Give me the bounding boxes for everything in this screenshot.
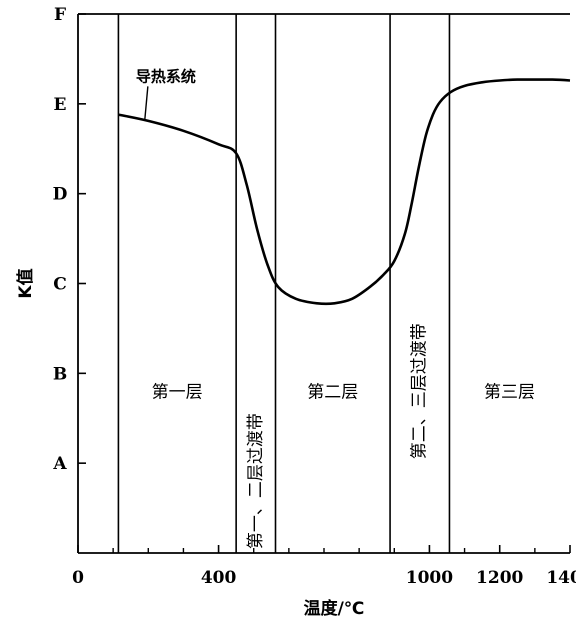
region-label: 第一、二层过渡带 — [246, 413, 266, 549]
annotations: 导热系统 — [136, 67, 196, 121]
region-label: 第三层 — [484, 382, 535, 402]
y-tick-label: D — [53, 185, 68, 205]
axis-ticks: 0 400 1000 1200 1400 A B C D E F — [52, 5, 576, 588]
x-tick-label: 1200 — [476, 568, 523, 588]
plot-frame — [77, 13, 570, 554]
x-tick-label: 400 — [201, 568, 237, 588]
layer-boundaries — [117, 14, 451, 553]
x-tick-label: 1000 — [406, 568, 453, 588]
region-label: 第一层 — [152, 382, 203, 402]
annotation-leader — [144, 86, 149, 121]
annotation-label: 导热系统 — [136, 67, 196, 85]
x-tick-label: 0 — [72, 568, 84, 588]
region-label: 第二、三层过渡带 — [410, 323, 430, 459]
k-value-curve — [118, 78, 571, 306]
x-axis-title: 温度/℃ — [304, 598, 365, 619]
y-tick-label: F — [54, 5, 66, 25]
y-tick-label: B — [53, 364, 67, 384]
region-label: 第二层 — [307, 382, 358, 402]
data-series — [118, 78, 571, 306]
y-axis-title: K值 — [15, 268, 36, 298]
y-tick-label: C — [53, 275, 67, 295]
y-tick-label: A — [52, 454, 67, 474]
x-tick-label: 1400 — [546, 568, 576, 588]
y-tick-label: E — [54, 95, 67, 115]
